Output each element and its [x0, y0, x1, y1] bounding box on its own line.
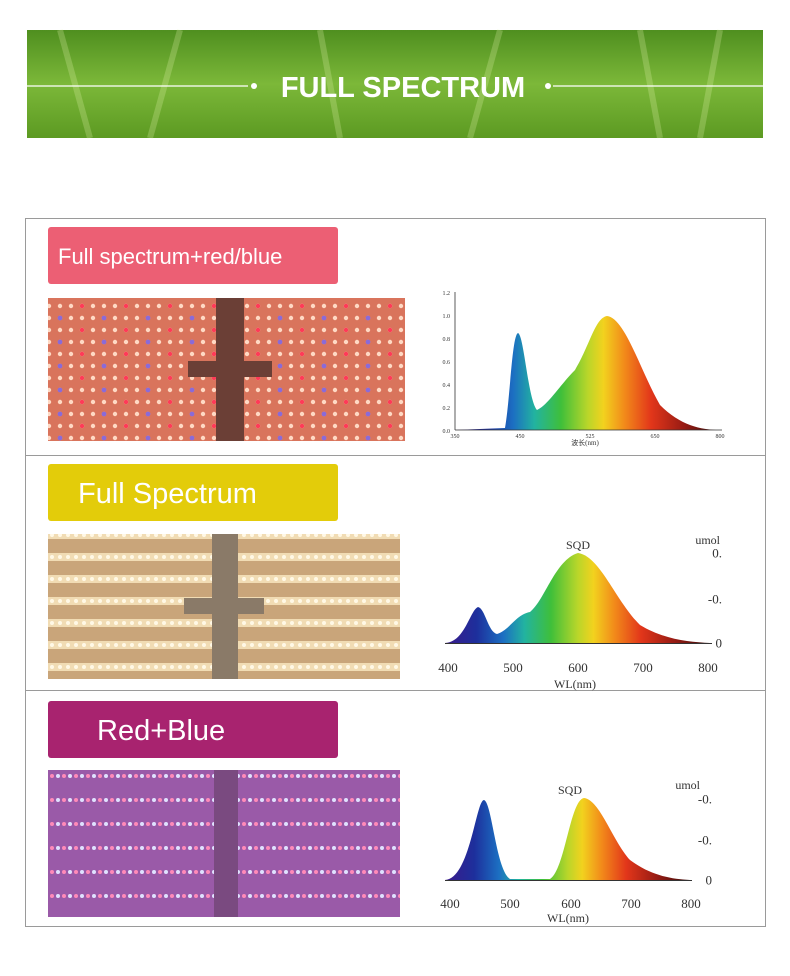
spectrum-curve [455, 316, 720, 430]
decoration [57, 29, 93, 139]
y-tick-label: 0.6 [443, 360, 451, 366]
y-tick-label: -0. [698, 833, 712, 848]
x-tick-label: 400 [440, 896, 460, 911]
decoration [317, 29, 343, 139]
y-tick-label: -0. [698, 792, 712, 807]
panel-label-bg [48, 227, 338, 284]
banner-dot [545, 83, 551, 89]
y-tick-label: 0. [712, 546, 722, 561]
x-tick-label: 525 [586, 434, 595, 440]
decoration [467, 29, 503, 139]
x-tick-label: 400 [438, 660, 458, 675]
x-tick-label: 700 [621, 896, 641, 911]
y-tick-label: 0.2 [443, 406, 451, 412]
spectrum-curve [445, 553, 710, 643]
led-panel-bar [184, 598, 264, 614]
banner-texture [57, 29, 723, 139]
header-title: FULL SPECTRUM [281, 72, 525, 104]
x-tick-label: 600 [561, 896, 581, 911]
x-tick-label: 700 [633, 660, 653, 675]
y-axis-unit: umol [695, 533, 720, 547]
y-tick-label: 1.0 [443, 314, 451, 320]
x-tick-label: 800 [681, 896, 701, 911]
panel-label-bg [48, 701, 338, 758]
x-tick-label: 500 [503, 660, 523, 675]
chart-title: SQD [558, 783, 582, 797]
y-axis-unit: umol [675, 778, 700, 792]
x-tick-label: 500 [500, 896, 520, 911]
x-tick-label: 800 [716, 434, 725, 440]
y-tick-label: 0.4 [443, 383, 451, 389]
spectrum-curve [445, 798, 690, 880]
panel-label: Red+Blue [97, 715, 225, 747]
header-banner [27, 30, 763, 138]
y-tick-label: 1.2 [443, 291, 451, 297]
x-axis-title: WL(nm) [554, 677, 596, 691]
x-tick-label: 650 [651, 434, 660, 440]
x-tick-label: 450 [516, 434, 525, 440]
led-panel-bar [188, 361, 272, 377]
decoration [637, 29, 663, 139]
x-tick-label: 600 [568, 660, 588, 675]
x-axis-title: 波长(nm) [571, 438, 599, 447]
y-tick-label: 0 [706, 873, 713, 888]
decoration [147, 29, 183, 139]
y-tick-label: 0.8 [443, 337, 451, 343]
chart-title: SQD [566, 538, 590, 552]
banner-dot [251, 83, 257, 89]
panel-label: Full spectrum+red/blue [58, 244, 282, 269]
x-tick-label: 800 [698, 660, 718, 675]
panel-label: Full Spectrum [78, 478, 257, 510]
y-tick-label: 0.0 [443, 429, 451, 435]
panel-frame [25, 218, 766, 927]
x-tick-label: 350 [451, 434, 460, 440]
y-tick-label: 0 [716, 636, 723, 651]
x-axis-title: WL(nm) [547, 911, 589, 925]
y-tick-label: -0. [708, 592, 722, 607]
led-panel-bar [214, 770, 238, 917]
decoration [697, 29, 723, 139]
panel-label-bg [48, 464, 338, 521]
